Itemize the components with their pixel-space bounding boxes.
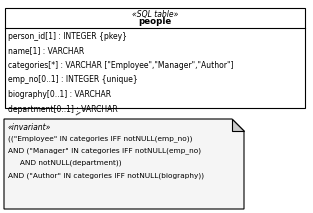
Text: categories[*] : VARCHAR ["Employee","Manager","Author"]: categories[*] : VARCHAR ["Employee","Man… [8,61,233,70]
Text: AND notNULL(department)): AND notNULL(department)) [8,160,122,167]
Text: AND ("Author" IN categories IFF notNULL(biography)): AND ("Author" IN categories IFF notNULL(… [8,173,204,179]
Bar [5,8,305,108]
Polygon shape [232,119,244,131]
Text: AND ("Manager" IN categories IFF notNULL(emp_no): AND ("Manager" IN categories IFF notNULL… [8,147,201,154]
Text: department[0..1] : VARCHAR: department[0..1] : VARCHAR [8,105,118,114]
Text: name[1] : VARCHAR: name[1] : VARCHAR [8,46,84,56]
Polygon shape [4,119,244,209]
Text: «invariant»: «invariant» [8,123,51,132]
Text: «SQL table»: «SQL table» [132,10,178,20]
Text: people: people [138,17,172,26]
Text: person_id[1] : INTEGER {pkey}: person_id[1] : INTEGER {pkey} [8,32,127,41]
Text: biography[0..1] : VARCHAR: biography[0..1] : VARCHAR [8,90,111,99]
Text: (("Employee" IN categories IFF notNULL(emp_no)): (("Employee" IN categories IFF notNULL(e… [8,135,192,142]
Text: emp_no[0..1] : INTEGER {unique}: emp_no[0..1] : INTEGER {unique} [8,75,138,85]
